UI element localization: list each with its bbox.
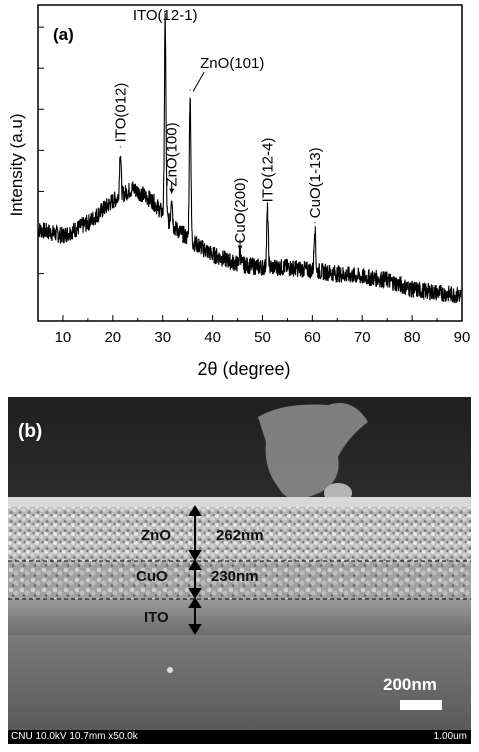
x-tick-label: 20 (104, 329, 121, 346)
peak-annotations: ITO(012) ITO(12-1) ZnO(100) ZnO(101) CuO(200… (112, 7, 324, 251)
layer-boundaries (8, 560, 471, 600)
thickness-label-cuo: 230nm (211, 568, 259, 585)
xrd-pattern-line (37, 13, 463, 304)
peak-arrow (192, 71, 205, 92)
panel-a-label: (a) (53, 25, 74, 44)
x-tick-label: 50 (254, 329, 271, 346)
thickness-arrows (188, 505, 202, 635)
x-tick-label: 60 (304, 329, 321, 346)
peak-label: ITO(12-1) (133, 7, 198, 24)
surface-edge (8, 497, 471, 507)
peak-label: CuO(200) (232, 178, 249, 244)
sem-info-scale: 1.00um (433, 731, 467, 742)
scale-bar (400, 700, 442, 710)
ito-layer (8, 599, 471, 635)
layer-label-cuo: CuO (136, 568, 168, 585)
peak-label: ITO(012) (112, 83, 129, 143)
x-tick-label: 10 (55, 329, 72, 346)
sem-info-bar: CNU 10.0kV 10.7mm x50.0k 1.00um (8, 730, 471, 744)
peak-label: ZnO(100) (164, 122, 181, 186)
plot-frame (37, 4, 463, 322)
peak-arrowhead (237, 245, 243, 251)
peak-label: ITO(12-4) (259, 138, 276, 203)
cuo-layer (8, 561, 471, 599)
x-tick-label: 40 (204, 329, 221, 346)
x-tick-label: 90 (454, 329, 471, 346)
thickness-label-zno: 262nm (216, 527, 264, 544)
surface-particle (258, 403, 368, 500)
layer-label-ito: ITO (144, 609, 169, 626)
xrd-chart: 10 20 30 40 50 60 70 80 90 ITO(012) ITO(12-1) ZnO(… (7, 4, 471, 379)
sem-image: (b) ZnO CuO ITO 262nm 230nm 200nm CNU 10… (8, 397, 471, 744)
dust-speck (167, 667, 173, 673)
x-axis-label: 2θ (degree) (197, 359, 290, 379)
panel-b-label: (b) (18, 421, 43, 442)
peak-label: ZnO(101) (200, 55, 264, 72)
x-tick-label: 30 (154, 329, 171, 346)
substrate (8, 635, 471, 730)
sem-info-text: CNU 10.0kV 10.7mm x50.0k (11, 731, 138, 742)
x-ticks: 10 20 30 40 50 60 70 80 90 (55, 315, 471, 346)
zno-layer (8, 507, 471, 561)
x-tick-label: 80 (404, 329, 421, 346)
peak-label: CuO(1-13) (307, 147, 324, 218)
y-axis-label: Intensity (a.u) (7, 114, 26, 217)
layer-label-zno: ZnO (141, 527, 171, 544)
x-tick-label: 70 (354, 329, 371, 346)
scale-bar-label: 200nm (383, 675, 437, 694)
peak-arrowhead (169, 188, 175, 194)
